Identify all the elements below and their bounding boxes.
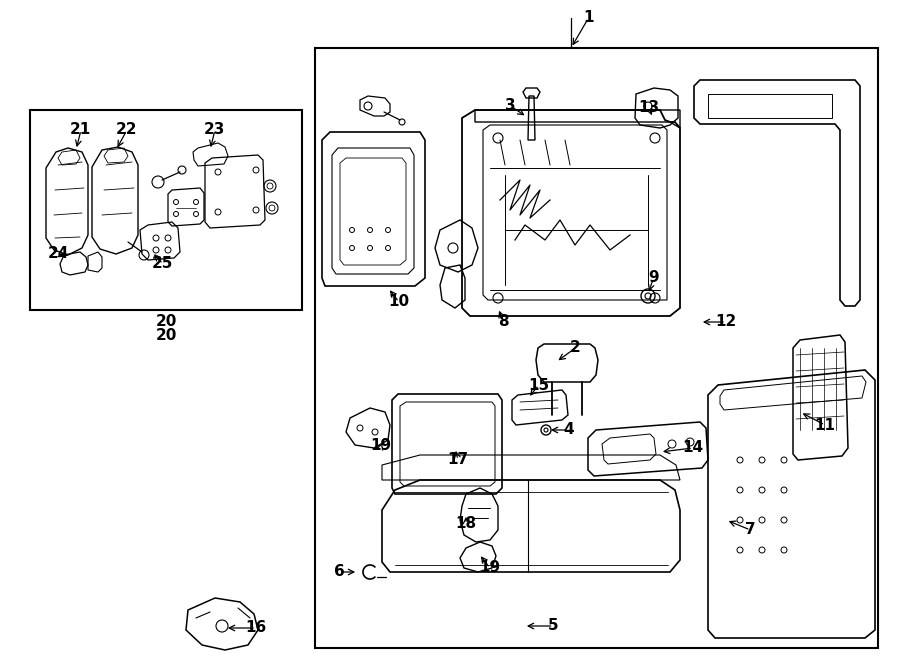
Bar — [315, 48, 878, 648]
Text: 5: 5 — [548, 619, 559, 633]
Text: 19: 19 — [370, 438, 392, 453]
Text: 7: 7 — [745, 522, 756, 537]
Text: 17: 17 — [447, 453, 468, 467]
Text: 22: 22 — [116, 122, 138, 137]
Text: 2: 2 — [570, 340, 580, 356]
Text: 13: 13 — [638, 100, 659, 116]
Text: 20: 20 — [156, 328, 176, 343]
Text: 14: 14 — [682, 440, 703, 455]
Text: 6: 6 — [334, 564, 345, 580]
Text: 16: 16 — [245, 621, 266, 635]
Text: 11: 11 — [814, 418, 835, 432]
Text: 23: 23 — [204, 122, 225, 137]
Text: 1: 1 — [583, 11, 593, 26]
Bar — [30, 110, 302, 310]
Text: 19: 19 — [479, 561, 500, 576]
Text: 15: 15 — [528, 377, 549, 393]
Text: 3: 3 — [505, 98, 516, 114]
Text: 4: 4 — [563, 422, 573, 438]
Text: 21: 21 — [70, 122, 91, 137]
Text: 12: 12 — [715, 315, 736, 329]
Text: 18: 18 — [455, 516, 476, 531]
Text: 10: 10 — [388, 295, 410, 309]
Text: 8: 8 — [498, 315, 508, 329]
Text: 24: 24 — [48, 247, 69, 262]
Text: 9: 9 — [648, 270, 659, 286]
Text: 25: 25 — [152, 256, 174, 272]
Text: 20: 20 — [156, 315, 176, 329]
